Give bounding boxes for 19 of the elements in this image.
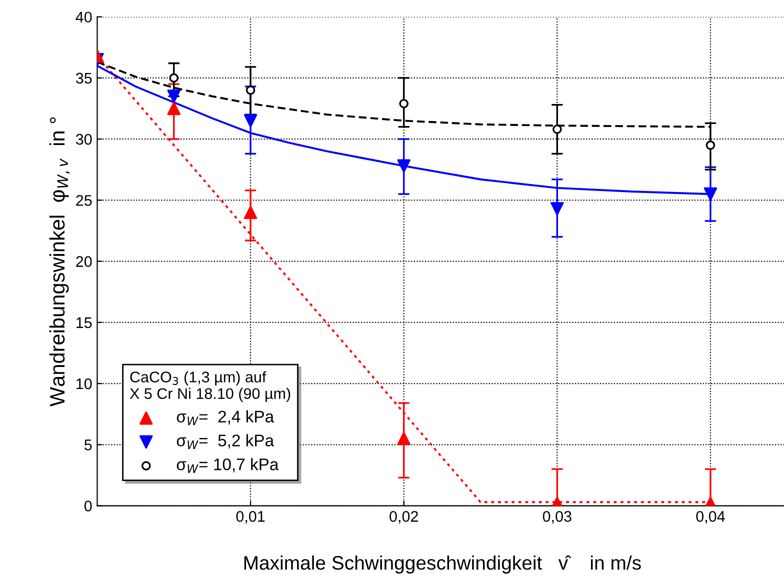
legend-title: CaCO$_{3}$ (1,3 µm) auf X 5 Cr Ni 18.10 (90 µm)	[130, 371, 290, 402]
legend-label: σ$_{W}$= 5,2 kPa	[176, 434, 274, 449]
x-tick-label: 0,03	[542, 511, 572, 524]
y-tick-label: 20	[76, 256, 92, 267]
y-tick-label: 0	[84, 500, 92, 512]
y-tick-label: 30	[76, 134, 92, 145]
legend-label: σ$_{W}$= 2,4 kPa	[176, 410, 274, 426]
x-axis-title: Maximale Schwinggeschwindigkeit v̂ in m/s	[244, 555, 641, 574]
y-tick-label: 5	[84, 440, 92, 450]
legend-label: σ$_{W}$= 10,7 kPa	[176, 458, 279, 473]
y-tick-label: 35	[76, 72, 92, 84]
y-tick-label: 40	[76, 12, 92, 23]
y-tick-label: 15	[76, 317, 92, 328]
x-tick-label: 0,04	[696, 511, 725, 524]
y-tick-label: 10	[76, 378, 92, 390]
x-tick-label: 0,02	[390, 511, 418, 524]
x-tick-label: 0,01	[236, 511, 265, 524]
y-tick-label: 25	[76, 195, 92, 206]
y-axis-title: Wandreibungswinkel φ$_{W,v}$ in °	[49, 117, 70, 407]
